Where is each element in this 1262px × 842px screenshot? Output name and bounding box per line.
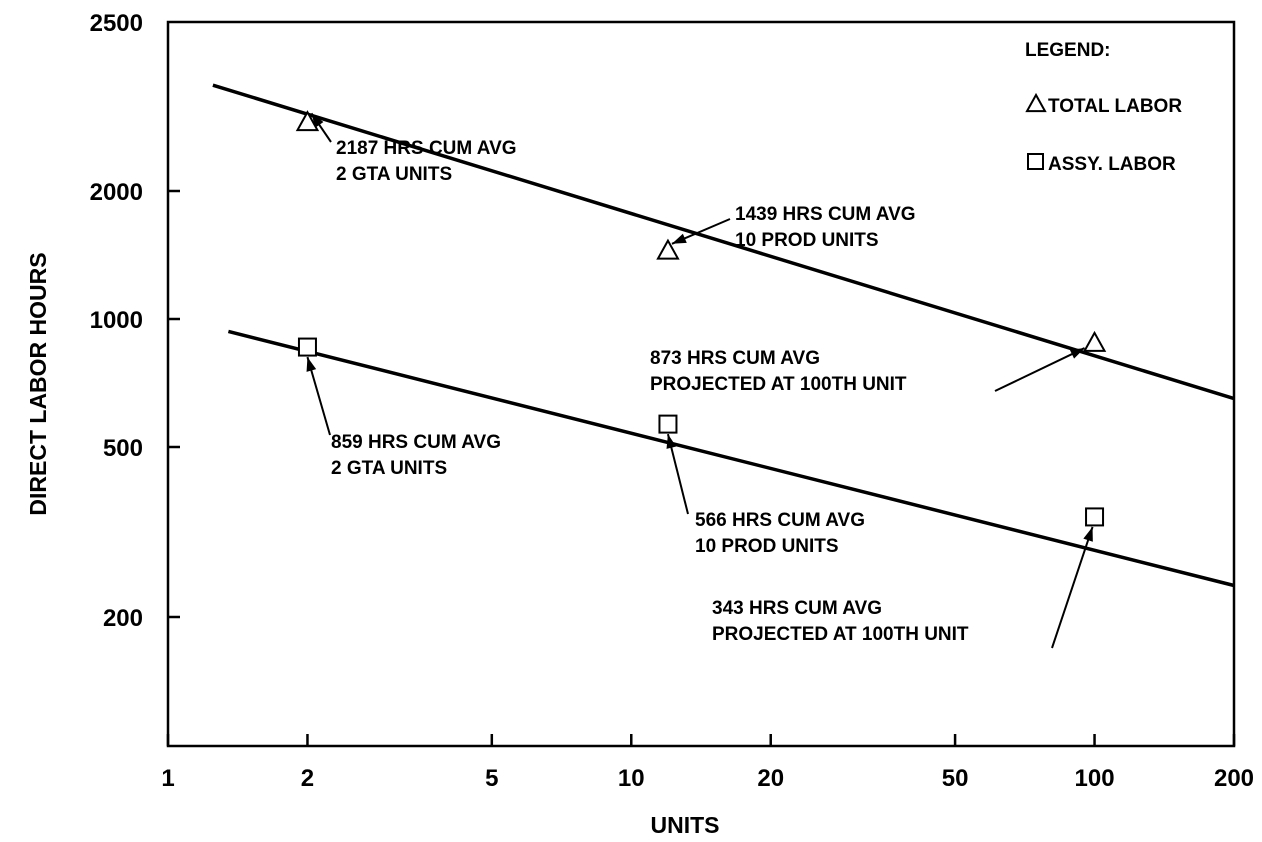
annotation-text: 2 GTA UNITS [331, 458, 447, 479]
x-tick-label: 200 [1214, 765, 1254, 792]
arrow-head [671, 233, 687, 244]
y-tick-label: 2500 [90, 10, 143, 37]
annotation-text: 10 PROD UNITS [695, 536, 839, 557]
y-tick-label: 200 [103, 605, 143, 632]
annotation-text: PROJECTED AT 100TH UNIT [650, 374, 907, 395]
arrow-head [666, 434, 677, 449]
annotation-text: 566 HRS CUM AVG [695, 510, 865, 531]
triangle-marker [1082, 330, 1107, 352]
legend-item-label: TOTAL LABOR [1048, 96, 1182, 117]
y-tick-label: 1000 [90, 307, 143, 334]
series-line-total-labor [212, 83, 1235, 401]
y-axis-label: DIRECT LABOR HOURS [25, 252, 51, 515]
square-marker [1085, 507, 1105, 527]
arrow-head [306, 357, 317, 372]
annotation-text: 859 HRS CUM AVG [331, 432, 501, 453]
x-tick-label: 20 [757, 765, 784, 792]
annotation-arrow [1051, 526, 1094, 649]
series-line-assy-labor [227, 329, 1235, 588]
x-tick-label: 1 [161, 765, 174, 792]
legend-triangle-icon [1025, 92, 1047, 113]
legend-square-icon [1027, 153, 1044, 170]
legend-title: LEGEND: [1025, 40, 1111, 61]
y-tick-label: 500 [103, 435, 143, 462]
square-marker [297, 337, 317, 357]
annotation-text: 2187 HRS CUM AVG [336, 138, 517, 159]
triangle-marker [295, 110, 320, 132]
x-tick-label: 10 [618, 765, 645, 792]
plot-frame [166, 20, 1236, 748]
x-tick-label: 2 [301, 765, 314, 792]
x-tick-label: 100 [1075, 765, 1115, 792]
annotation-text: 343 HRS CUM AVG [712, 598, 882, 619]
x-axis-label: UNITS [651, 812, 720, 838]
triangle-marker [656, 238, 680, 260]
legend-item-label: ASSY. LABOR [1048, 154, 1176, 175]
arrow-head [1083, 526, 1093, 542]
y-tick-label: 2000 [90, 179, 143, 206]
x-tick-label: 5 [485, 765, 498, 792]
arrow-head [311, 113, 324, 128]
annotation-text: 2 GTA UNITS [336, 164, 452, 185]
arrow-head [1069, 348, 1085, 359]
annotation-text: 1439 HRS CUM AVG [735, 204, 916, 225]
annotation-text: 873 HRS CUM AVG [650, 348, 820, 369]
annotation-text: PROJECTED AT 100TH UNIT [712, 624, 969, 645]
square-marker [658, 414, 678, 434]
x-tick-label: 50 [942, 765, 969, 792]
annotation-arrow [994, 347, 1085, 392]
annotation-text: 10 PROD UNITS [735, 230, 879, 251]
